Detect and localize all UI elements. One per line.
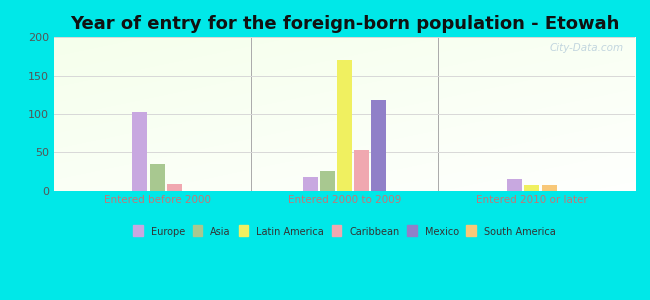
Bar (541, 185, 556, 191)
Bar (354, 150, 369, 191)
Title: Year of entry for the foreign-born population - Etowah: Year of entry for the foreign-born popul… (70, 15, 619, 33)
Bar (525, 184, 540, 191)
Text: City-Data.com: City-Data.com (549, 44, 623, 53)
Bar (150, 164, 164, 191)
Legend: Europe, Asia, Latin America, Caribbean, Mexico, South America: Europe, Asia, Latin America, Caribbean, … (129, 223, 560, 241)
Bar (371, 100, 386, 191)
Bar (166, 184, 182, 191)
Bar (320, 171, 335, 191)
Bar (133, 112, 148, 191)
Bar (302, 177, 318, 191)
Bar (337, 60, 352, 191)
Bar (507, 178, 523, 191)
